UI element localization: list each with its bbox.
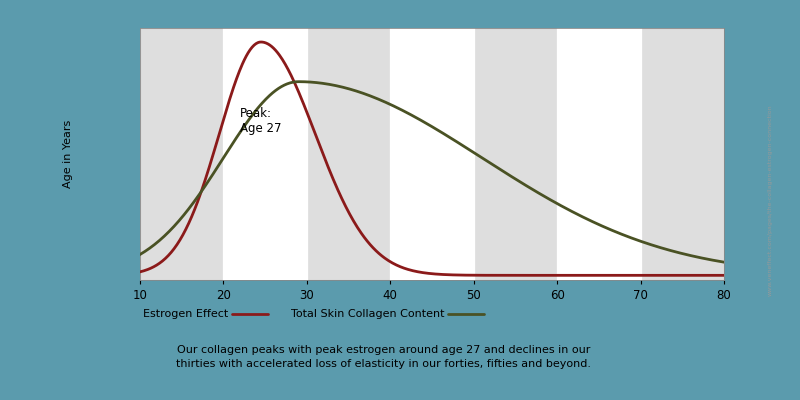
Text: Age in Years: Age in Years bbox=[63, 120, 73, 188]
Bar bbox=[474, 28, 557, 280]
Text: www.veneffect.com/pages/the-collagen-estrogen-connection: www.veneffect.com/pages/the-collagen-est… bbox=[768, 104, 773, 296]
Bar bbox=[223, 28, 307, 280]
Bar bbox=[140, 28, 223, 280]
Text: Total Skin Collagen Content: Total Skin Collagen Content bbox=[290, 309, 444, 319]
Bar bbox=[641, 28, 724, 280]
Bar bbox=[557, 28, 641, 280]
Bar bbox=[307, 28, 390, 280]
Text: Estrogen Effect: Estrogen Effect bbox=[142, 309, 228, 319]
Text: Peak:
Age 27: Peak: Age 27 bbox=[240, 107, 282, 135]
Bar bbox=[390, 28, 474, 280]
Text: Our collagen peaks with peak estrogen around age 27 and declines in our
thirties: Our collagen peaks with peak estrogen ar… bbox=[177, 344, 591, 370]
